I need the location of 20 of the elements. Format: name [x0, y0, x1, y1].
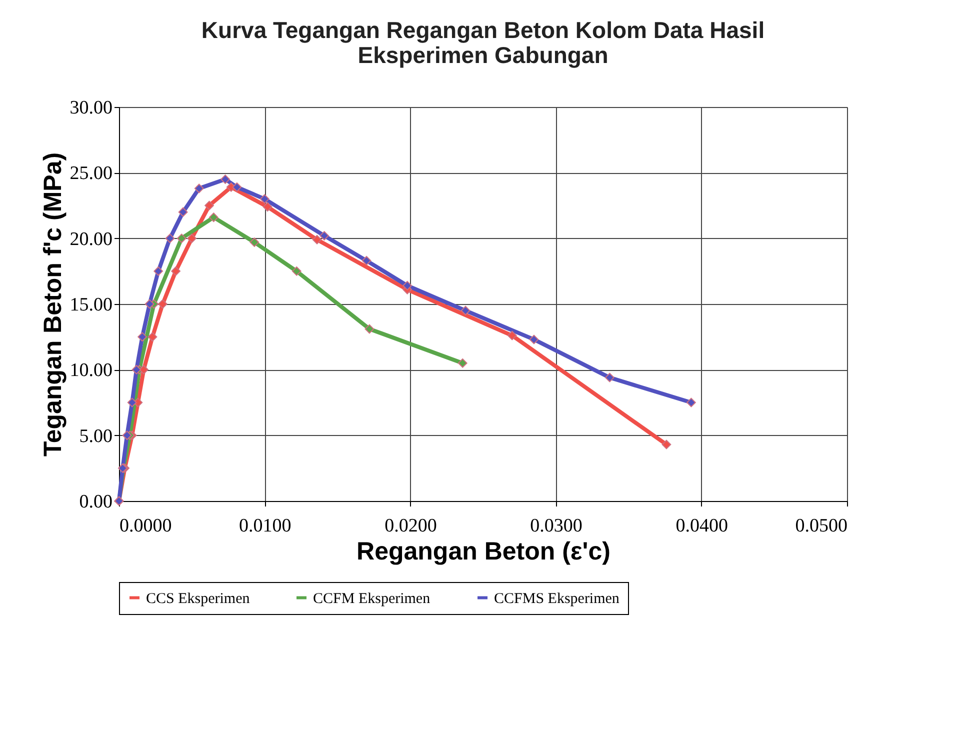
legend-label: CCFM Eksperimen [313, 590, 431, 607]
y-tick-label: 10.00 [70, 360, 112, 382]
x-tick-label: 0.0300 [530, 516, 582, 536]
x-tick-label: 0.0100 [238, 516, 292, 536]
x-tick-label: 0.0400 [676, 516, 728, 536]
text: Kurva Tegangan Regangan Beton Kolom Data Hasil [201, 17, 765, 43]
x-tick-label: 0.0200 [384, 516, 437, 536]
x-axis-title: Regangan Beton (ε'c) [356, 538, 610, 566]
x-tick-label: 0.0500 [795, 516, 848, 536]
text: Eksperimen Gabungan [358, 42, 608, 68]
y-tick-label: 25.00 [70, 163, 112, 184]
y-tick-label: 30.00 [70, 98, 112, 118]
legend-label: CCFMS Eksperimen [494, 590, 620, 607]
y-tick-label: 5.00 [79, 426, 112, 447]
legend-label: CCS Eksperimen [146, 590, 250, 607]
y-tick-label: 15.00 [70, 294, 112, 316]
y-tick-label: 20.00 [70, 228, 112, 250]
x-tick-label: 0.0000 [120, 516, 172, 536]
y-tick-label: 0.00 [79, 492, 112, 512]
y-axis-title: Tegangan Beton f'c (MPa) [38, 152, 67, 457]
